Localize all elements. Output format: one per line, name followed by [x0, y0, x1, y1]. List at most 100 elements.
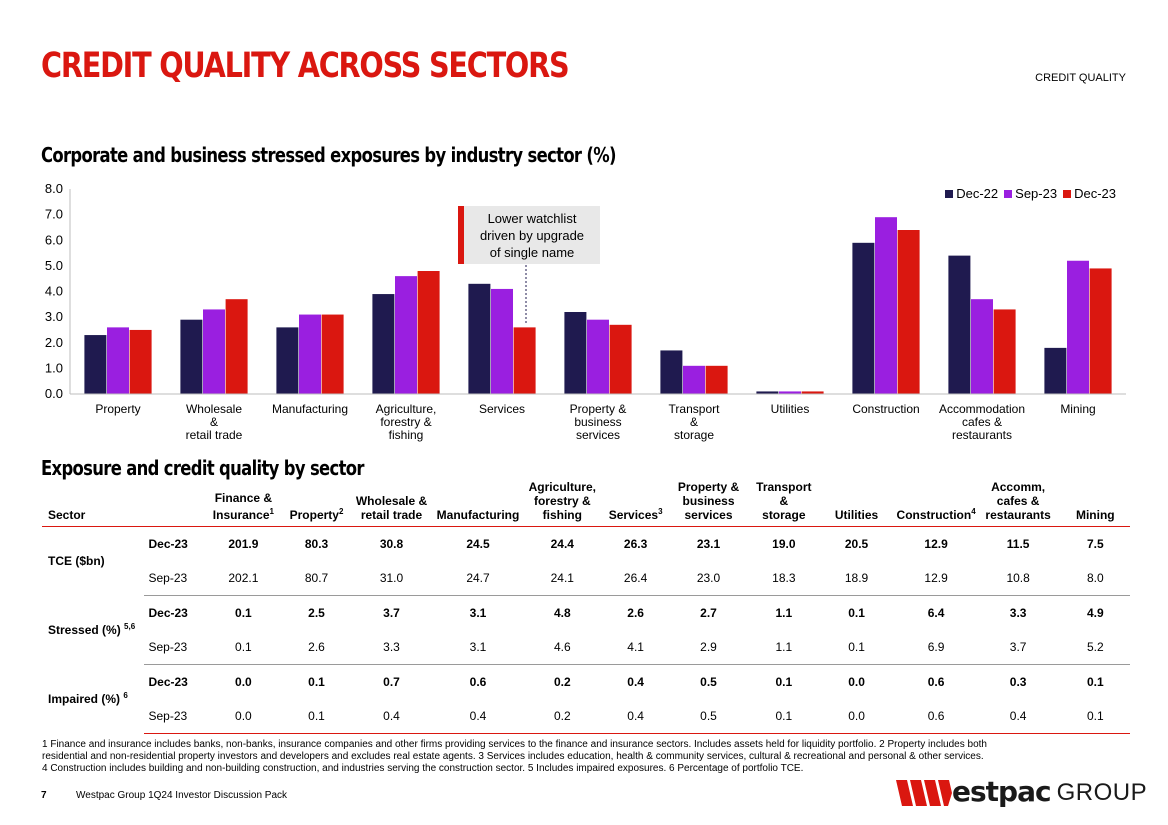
table-row: Sep-23 0.0 0.1 0.4 0.4 0.2 0.4 0.5 0.1 0.0 0.6 0.4 0…	[42, 698, 1130, 734]
column-header: Accomm, cafes & restaurants	[985, 479, 1051, 522]
table-cell: 0.1	[848, 605, 865, 620]
bar-sep-23	[587, 319, 609, 394]
table-cell: 19.0	[772, 536, 796, 551]
x-category-label: &	[210, 415, 218, 429]
bar-dec-22	[276, 327, 299, 394]
column-header: Agriculture, forestry & fishing	[528, 479, 596, 522]
table-cell: 2.6	[286, 629, 347, 665]
footnote-marker: 6	[123, 691, 128, 700]
column-header-sector: Sector	[48, 507, 86, 522]
footnote-marker: 4	[971, 506, 976, 516]
x-category-label: services	[576, 428, 620, 442]
x-category-label: Services	[479, 402, 525, 416]
table-cell: 20.5	[844, 536, 869, 551]
table-cell: 3.3	[346, 629, 437, 665]
bar-dec-22	[852, 242, 875, 394]
bar-sep-23	[491, 288, 513, 394]
table-cell: 0.2	[519, 698, 606, 734]
y-tick-label: 3.0	[45, 309, 63, 324]
section-label: CREDIT QUALITY	[1035, 72, 1126, 84]
column-header: Construction4	[896, 506, 976, 522]
bar-sep-23	[875, 217, 897, 394]
westpac-w-icon	[896, 780, 952, 806]
table-cell: 0.6	[896, 698, 976, 734]
footnotes: 1 Finance and insurance includes banks, …	[42, 739, 1132, 775]
x-category-label: fishing	[389, 428, 424, 442]
y-tick-label: 2.0	[45, 335, 63, 350]
document-title: Westpac Group 1Q24 Investor Discussion P…	[76, 790, 288, 801]
credit-quality-table: Sector Finance & Insurance1 Property2 Wholes…	[42, 474, 1130, 734]
footnote-marker: 5,6	[124, 622, 136, 631]
bar-sep-23	[107, 327, 129, 394]
stressed-exposures-chart: 0.0 1.0 2.0 3.0 4.0 5.0 6.0 7.0 8.0 Property Whole…	[45, 181, 1126, 442]
x-category-label: business	[574, 415, 621, 429]
footnote-marker: 1	[269, 506, 274, 516]
bar-dec-23	[801, 391, 824, 394]
x-category-label: Wholesale	[186, 402, 242, 416]
bar-sep-23	[299, 314, 321, 394]
bar-dec-23	[897, 230, 920, 394]
y-tick-label: 0.0	[45, 386, 63, 401]
bar-dec-22	[372, 294, 395, 394]
x-category-label: Utilities	[771, 402, 810, 416]
table-cell: 80.7	[286, 560, 347, 596]
legend-item-dec-23: Dec-23	[1063, 186, 1116, 201]
callout-line-3: of single name	[489, 245, 575, 260]
table-cell: 3.3	[1009, 605, 1027, 620]
table-row: Stressed (%) 5,6 Dec-23 0.1 2.5 3.7 3.1 4.8 2.6…	[42, 595, 1130, 638]
table-cell: 0.1	[286, 698, 347, 734]
column-header: Property2	[289, 506, 344, 522]
table-cell: 0.1	[775, 674, 793, 689]
table-cell: 3.1	[436, 629, 520, 665]
legend-label-sep-23: Sep-23	[1015, 186, 1058, 201]
table-cell: 0.1	[308, 674, 325, 689]
table-cell: 3.7	[383, 605, 400, 620]
table-cell: 0.4	[975, 698, 1061, 734]
table-cell: 0.1	[200, 629, 287, 665]
column-header: Manufacturing	[436, 507, 520, 522]
x-category-label: cafes &	[962, 415, 1002, 429]
callout-box: Lower watchlist driven by upgrade of sin…	[458, 206, 600, 264]
bar-sep-23	[203, 309, 225, 394]
table-cell: 0.7	[383, 674, 400, 689]
legend-item-sep-23: Sep-23	[1004, 186, 1057, 201]
table-cell: 24.1	[519, 560, 606, 596]
table-cell: 0.1	[1060, 698, 1130, 734]
row-group-label: TCE ($bn)	[48, 553, 105, 568]
table-cell: 5.2	[1060, 629, 1130, 665]
logo-group-label: GROUP	[1056, 779, 1148, 806]
table-cell: 0.1	[751, 698, 817, 734]
table-row: Impaired (%) 6 Dec-23 0.0 0.1 0.7 0.6 0.2 0.4 0.…	[42, 664, 1130, 707]
bar-dec-23	[1089, 268, 1112, 394]
bar-dec-22	[1044, 347, 1067, 394]
table-cell: 0.4	[346, 698, 437, 734]
x-category-label: Construction	[852, 402, 919, 416]
y-tick-label: 4.0	[45, 284, 63, 299]
table-row: Sep-23 0.1 2.6 3.3 3.1 4.6 4.1 2.9 1.1 0.1 6.9 3.7 5…	[42, 629, 1130, 665]
bar-dec-22	[564, 312, 587, 394]
table-cell: 0.0	[816, 698, 897, 734]
table-cell: 6.4	[927, 605, 945, 620]
table-cell: 18.9	[816, 560, 897, 596]
table-cell: 30.8	[379, 536, 404, 551]
row-period: Dec-23	[148, 605, 188, 620]
row-group-label: Stressed (%) 5,6	[48, 622, 136, 637]
chart-title: Corporate and business stressed exposure…	[41, 143, 617, 167]
table-cell: 0.0	[200, 698, 287, 734]
table-cell: 3.1	[469, 605, 487, 620]
bar-dec-22	[948, 255, 971, 394]
x-category-label: retail trade	[186, 428, 243, 442]
bar-dec-23	[417, 271, 440, 394]
table-cell: 26.3	[623, 536, 648, 551]
column-header: Finance & Insurance1	[212, 490, 274, 522]
column-header: Property & business services	[677, 479, 740, 522]
bar-dec-22	[180, 319, 203, 394]
table-cell: 0.6	[927, 674, 945, 689]
bar-sep-23	[683, 365, 705, 394]
table-cell: 24.5	[466, 536, 490, 551]
table-cell: 26.4	[605, 560, 666, 596]
table-cell: 2.5	[308, 605, 325, 620]
table-cell: 0.5	[700, 674, 717, 689]
table-cell: 12.9	[924, 536, 948, 551]
x-category-label: Manufacturing	[272, 402, 348, 416]
